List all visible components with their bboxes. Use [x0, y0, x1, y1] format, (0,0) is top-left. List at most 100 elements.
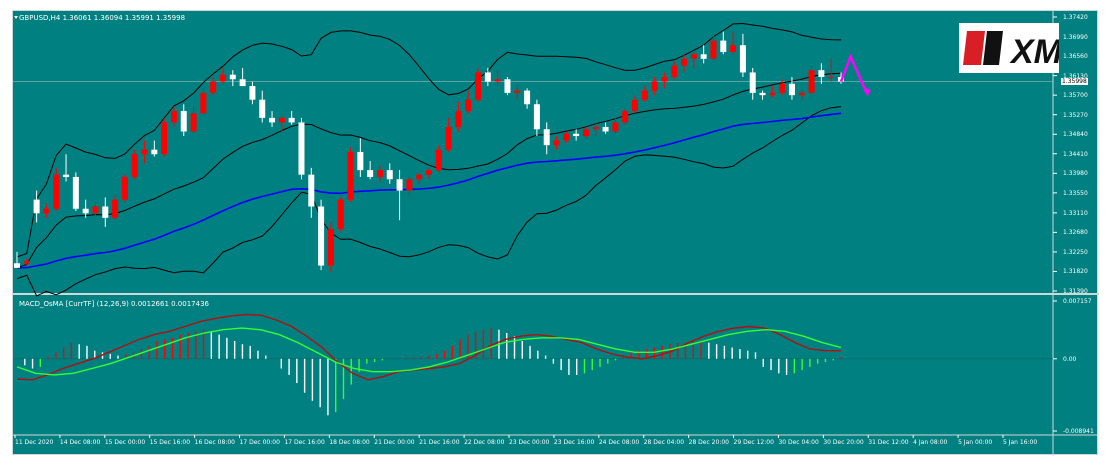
time-tick-label: 11 Dec 2020 — [15, 439, 54, 446]
time-tick-label: 30 Dec 20:00 — [823, 439, 864, 446]
time-tick-label: 23 Dec 00:00 — [509, 439, 550, 446]
candle — [759, 92, 766, 96]
candle — [690, 54, 697, 59]
candle — [121, 176, 128, 200]
candle — [82, 208, 89, 214]
candle — [788, 83, 795, 96]
price-tick-label: 1.33110 — [1063, 209, 1088, 217]
candle — [72, 176, 79, 209]
candle — [239, 79, 246, 87]
signal-line — [16, 327, 842, 376]
price-tick-label: 1.37420 — [1063, 14, 1088, 21]
candle — [828, 76, 835, 78]
candle — [533, 104, 540, 130]
candle — [190, 113, 197, 132]
candle — [632, 99, 638, 112]
time-tick-label: 5 Jan 16:00 — [1003, 439, 1038, 446]
candle — [43, 208, 50, 214]
indicator-tick-label: 0.007157 — [1063, 298, 1092, 305]
price-tick-label: 1.32680 — [1063, 229, 1088, 237]
logo-text: XM — [1009, 33, 1059, 71]
candle — [102, 206, 109, 218]
candle — [494, 79, 501, 82]
bollinger-lower — [16, 106, 842, 297]
candle — [445, 126, 452, 150]
candle — [53, 174, 60, 209]
time-tick-label: 16 Dec 08:00 — [194, 439, 235, 446]
time-tick-label: 29 Dec 12:00 — [733, 439, 774, 446]
candle — [23, 261, 30, 264]
candle — [582, 129, 589, 137]
candle — [798, 92, 805, 96]
macd-line — [16, 313, 841, 381]
chart-menu-icon — [14, 16, 18, 19]
time-tick-label: 4 Jan 08:00 — [913, 439, 948, 446]
candle — [210, 81, 217, 93]
forecast-arrow-head — [862, 86, 871, 97]
candle — [112, 199, 119, 218]
chart-canvas[interactable] — [13, 11, 1099, 456]
candle — [612, 122, 619, 132]
candle — [700, 54, 707, 59]
candle — [730, 45, 737, 52]
xm-logo: XM — [959, 23, 1059, 73]
price-tick-label: 1.33980 — [1063, 170, 1088, 178]
candle — [220, 74, 226, 82]
candle — [681, 58, 688, 66]
candle — [269, 117, 276, 123]
candle — [386, 170, 393, 180]
candle — [671, 65, 678, 77]
chart-window[interactable]: GBPUSD,H4 1.36061 1.36094 1.35991 1.3599… — [12, 10, 1099, 456]
candle — [426, 170, 432, 175]
candle — [396, 179, 403, 191]
candle — [200, 92, 207, 114]
candle — [170, 111, 177, 123]
candle — [602, 126, 609, 132]
price-tick-label: 1.36560 — [1063, 53, 1088, 61]
time-tick-label: 28 Dec 20:00 — [688, 439, 729, 446]
candle — [131, 154, 138, 177]
candle — [779, 83, 786, 93]
candle — [151, 149, 158, 155]
candle — [769, 92, 776, 96]
candle — [720, 40, 727, 52]
candle — [739, 45, 746, 73]
price-tick-label: 1.36130 — [1063, 72, 1088, 80]
price-tick-label: 1.31390 — [1063, 288, 1088, 295]
time-tick-label: 17 Dec 00:00 — [239, 439, 280, 446]
forecast-arrow — [839, 53, 868, 94]
candle — [435, 149, 442, 171]
candle — [259, 99, 266, 118]
candle — [573, 133, 580, 137]
candle — [33, 199, 40, 214]
candle — [553, 140, 560, 146]
candle — [465, 99, 472, 112]
time-tick-label: 31 Dec 12:00 — [868, 439, 909, 446]
price-tick-label: 1.34410 — [1063, 150, 1088, 158]
candle — [278, 117, 285, 123]
candle — [14, 263, 20, 268]
candle — [63, 174, 70, 177]
bid-price-tag: 1.35998 — [1061, 77, 1088, 85]
price-tick-label: 1.35270 — [1063, 111, 1088, 119]
candle — [524, 90, 531, 105]
candle — [543, 129, 550, 146]
candle — [484, 72, 491, 82]
candle — [161, 122, 168, 155]
candle — [376, 170, 383, 177]
candle — [406, 179, 413, 191]
candle — [337, 199, 344, 230]
candle — [622, 111, 629, 123]
price-tick-label: 1.36990 — [1063, 33, 1088, 41]
candle — [357, 151, 364, 171]
candle — [504, 79, 511, 93]
time-tick-label: 5 Jan 00:00 — [958, 439, 993, 446]
candle — [808, 70, 815, 93]
time-tick-label: 22 Dec 08:00 — [464, 439, 505, 446]
price-tick-label: 1.33550 — [1063, 189, 1088, 197]
candle — [416, 174, 423, 180]
candle — [367, 170, 374, 177]
indicator-tick-label: -0.008941 — [1063, 428, 1094, 435]
candle — [288, 117, 295, 123]
time-tick-label: 15 Dec 00:00 — [104, 439, 146, 446]
